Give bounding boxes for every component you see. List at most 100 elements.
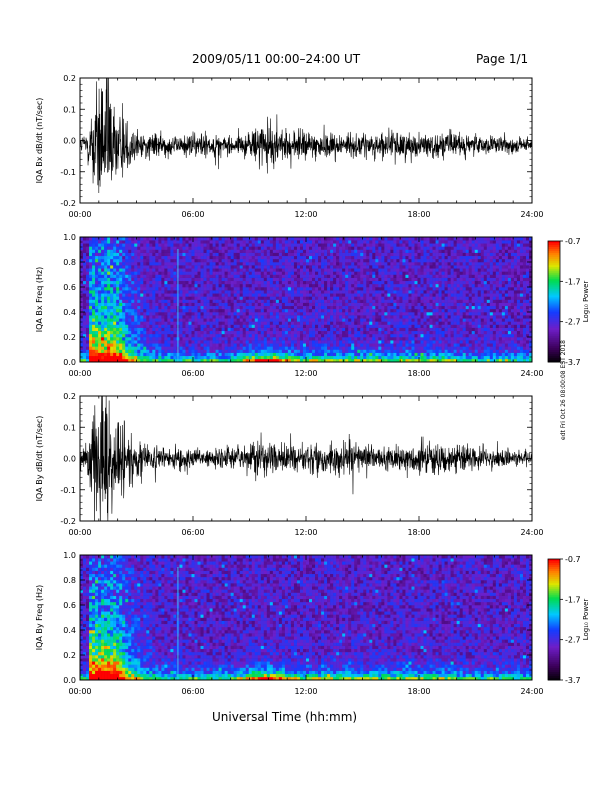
spectrogram-cell (302, 346, 307, 350)
spectrogram-cell (369, 315, 373, 319)
spectrogram-cell (119, 255, 123, 260)
spectrogram-cell (269, 283, 274, 288)
spectrogram-cell (393, 312, 397, 316)
spectrogram-cell (299, 243, 304, 247)
spectrogram-cell (296, 277, 301, 282)
spectrogram-cell (281, 318, 286, 322)
spectrogram-cell (245, 340, 250, 344)
spectrogram-cell (312, 271, 316, 275)
spectrogram-cell (290, 274, 295, 278)
spectrogram-cell (146, 283, 150, 288)
spectrogram-cell (155, 255, 159, 260)
spectrogram-cell (164, 246, 168, 250)
spectrogram-cell (161, 352, 165, 357)
spectrogram-cell (242, 249, 247, 253)
spectrogram-cell (333, 283, 337, 288)
spectrogram-cell (384, 327, 388, 332)
spectrogram-cell (206, 324, 210, 328)
spectrogram-cell (429, 255, 433, 260)
spectrogram-cell (278, 271, 283, 275)
spectrogram-cell (137, 327, 141, 332)
spectrogram-cell (188, 312, 192, 316)
spectrogram-cell (306, 337, 310, 341)
spectrogram-cell (366, 271, 370, 275)
spectrogram-cell (218, 312, 222, 316)
spectrogram-cell (360, 265, 364, 269)
spectrogram-cell (152, 268, 156, 272)
spectrogram-cell (122, 258, 126, 263)
spectrogram-cell (221, 321, 225, 325)
spectrogram-cell (146, 293, 150, 297)
spectrogram-cell (158, 246, 162, 250)
spectrogram-cell (230, 265, 234, 269)
spectrogram-cell (251, 355, 256, 360)
spectrogram-cell (369, 296, 373, 300)
spectrogram-cell (263, 293, 268, 297)
spectrogram-cell (266, 302, 271, 307)
spectrogram-cell (290, 318, 295, 322)
spectrogram-cell (134, 308, 138, 313)
spectrogram-cell (348, 277, 352, 282)
spectrogram-cell (236, 249, 240, 253)
spectrogram-cell (408, 255, 412, 260)
spectrogram-cell (101, 246, 105, 250)
spectrogram-cell (375, 305, 379, 310)
spectrogram-cell (191, 271, 195, 275)
spectrogram-cell (80, 305, 84, 310)
spectrogram-cell (411, 346, 415, 350)
spectrogram-cell (119, 280, 123, 285)
spectrogram-cell (263, 324, 268, 328)
spectrogram-cell (218, 262, 222, 266)
spectrogram-cell (432, 274, 436, 278)
spectrogram-cell (209, 352, 213, 357)
spectrogram-cell (242, 246, 247, 250)
spectrogram-cell (167, 255, 171, 260)
spectrogram-cell (128, 312, 132, 316)
spectrogram-cell (318, 327, 322, 332)
spectrogram-cell (113, 343, 117, 347)
spectrogram-cell (414, 296, 418, 300)
spectrogram-cell (269, 262, 274, 266)
spectrogram-cell (278, 358, 283, 363)
spectrogram-cell (215, 274, 219, 278)
spectrogram-cell (227, 352, 231, 357)
spectrogram-cell (387, 252, 391, 257)
spectrogram-cell (140, 287, 144, 291)
spectrogram-cell (312, 258, 316, 263)
spectrogram-cell (83, 290, 87, 294)
spectrogram-cell (236, 308, 240, 313)
spectrogram-cell (432, 299, 436, 303)
spectrogram-cell (113, 243, 117, 247)
spectrogram-cell (206, 240, 210, 244)
spectrogram-cell (179, 271, 183, 275)
spectrogram-cell (405, 305, 409, 310)
spectrogram-cell (278, 352, 283, 357)
spectrogram-cell (269, 352, 274, 357)
spectrogram-cell (438, 249, 442, 253)
spectrogram-cell (423, 346, 427, 350)
spectrogram-cell (236, 340, 240, 344)
spectrogram-cell (360, 240, 364, 244)
spectrogram-cell (107, 318, 111, 322)
spectrogram-cell (266, 268, 271, 272)
spectrogram-cell (306, 355, 310, 360)
spectrogram-cell (167, 249, 171, 253)
spectrogram-cell (128, 321, 132, 325)
spectrogram-cell (293, 327, 298, 332)
spectrogram-cell (309, 321, 313, 325)
spectrogram-cell (230, 321, 234, 325)
spectrogram-cell (266, 327, 271, 332)
spectrogram-cell (411, 255, 415, 260)
spectrogram-cell (182, 293, 186, 297)
spectrogram-cell (351, 283, 355, 288)
spectrogram-cell (140, 271, 144, 275)
spectrogram-cell (221, 330, 225, 335)
spectrogram-cell (89, 302, 93, 307)
spectrogram-cell (408, 333, 412, 338)
spectrogram-cell (104, 308, 108, 313)
spectrogram-cell (444, 343, 448, 347)
spectrogram-cell (83, 268, 87, 272)
spectrogram-cell (384, 343, 388, 347)
spectrogram-cell (269, 274, 274, 278)
spectrogram-cell (239, 343, 244, 347)
